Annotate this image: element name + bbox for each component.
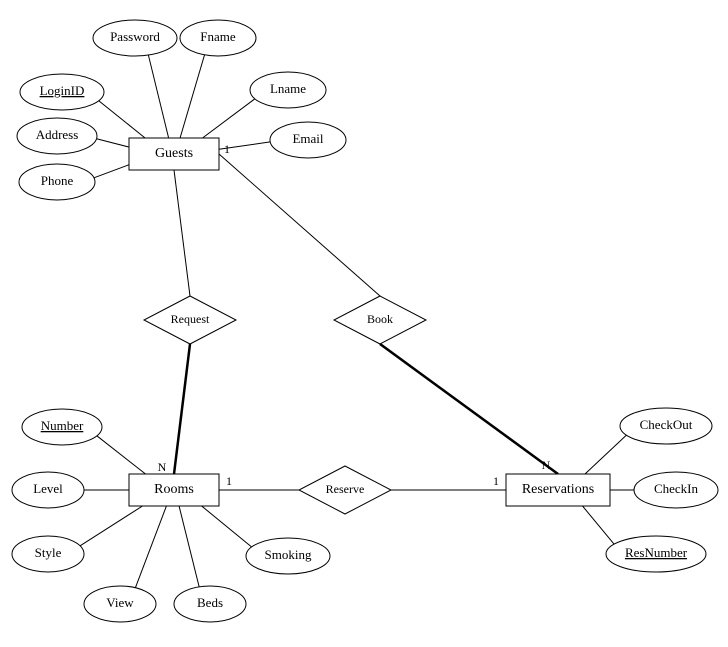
attr-label-guests-lname: Lname (270, 81, 306, 96)
er-diagram: 1N1N11RequestBookReserveGuestsRoomsReser… (0, 0, 728, 647)
attr-edge-guests-address (97, 139, 129, 147)
attr-edge-guests-loginid (99, 101, 145, 138)
card-request-rooms: N (158, 460, 167, 474)
attr-edge-guests-fname (180, 55, 204, 138)
attr-edge-rooms-number (97, 436, 146, 474)
entity-label-guests: Guests (155, 146, 193, 161)
card-book-reservations: N (542, 458, 551, 472)
attr-label-rooms-style: Style (35, 545, 62, 560)
attr-label-guests-loginid: LoginID (40, 83, 85, 98)
attr-label-guests-password: Password (110, 29, 160, 44)
attr-edge-guests-password (148, 55, 168, 138)
attr-label-guests-fname: Fname (200, 29, 236, 44)
card-reserve-reservations: 1 (493, 474, 499, 488)
attr-label-rooms-level: Level (33, 481, 63, 496)
edge-request-rooms (174, 344, 190, 474)
attr-label-guests-email: Email (292, 131, 323, 146)
attr-label-rooms-beds: Beds (197, 595, 223, 610)
entity-label-rooms: Rooms (154, 482, 194, 497)
card-reserve-rooms: 1 (226, 474, 232, 488)
edge-book-reservations (380, 344, 558, 474)
attr-edge-reservations-checkout (585, 435, 626, 474)
edge-book-guests (219, 154, 380, 296)
attr-label-reservations-checkout: CheckOut (640, 417, 693, 432)
attr-label-reservations-checkin: CheckIn (654, 481, 699, 496)
attr-label-guests-phone: Phone (41, 173, 74, 188)
relationship-label-request: Request (171, 312, 210, 326)
attr-edge-reservations-resnumber (583, 506, 615, 544)
entity-label-reservations: Reservations (522, 482, 594, 497)
attr-label-reservations-resnumber: ResNumber (625, 545, 688, 560)
relationship-label-reserve: Reserve (326, 482, 365, 496)
relationship-label-book: Book (367, 312, 393, 326)
attr-edge-guests-lname (203, 99, 255, 138)
attr-edge-rooms-smoking (202, 506, 252, 547)
attr-label-rooms-number: Number (41, 418, 84, 433)
edge-request-guests (174, 170, 190, 296)
attr-label-guests-address: Address (36, 127, 79, 142)
attr-label-rooms-view: View (106, 595, 134, 610)
attr-edge-rooms-beds (179, 506, 199, 587)
attr-edge-rooms-view (135, 506, 166, 588)
attr-edge-rooms-style (80, 506, 142, 546)
attr-edge-guests-phone (94, 165, 129, 178)
attr-label-rooms-smoking: Smoking (265, 547, 312, 562)
